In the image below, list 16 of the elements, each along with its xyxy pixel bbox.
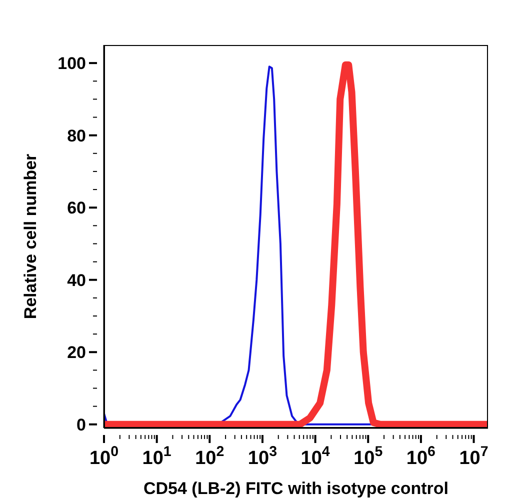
x-tick-label: 10$^{2}$ xyxy=(195,444,224,469)
y-tick-label: 80 xyxy=(67,126,86,146)
y-tick-label: 40 xyxy=(67,270,86,290)
y-tick-label: 0 xyxy=(76,415,86,434)
y-tick-label: 100 xyxy=(58,54,86,74)
y-tick-label: 20 xyxy=(67,343,86,362)
x-tick-label: 10$^{0}$ xyxy=(89,444,119,469)
x-tick-label: 10$^{7}$ xyxy=(459,444,488,469)
y-tick-label: 60 xyxy=(67,198,86,218)
y-axis-title: Relative cell number xyxy=(21,153,40,320)
x-tick-label: 10$^{5}$ xyxy=(354,444,383,469)
x-tick-label: 10$^{4}$ xyxy=(300,444,330,469)
x-tick-label: 10$^{6}$ xyxy=(406,444,436,469)
x-tick-label: 10$^{1}$ xyxy=(142,444,172,469)
x-axis-title: CD54 (LB-2) FITC with isotype control xyxy=(143,479,449,498)
x-tick-label: 10$^{3}$ xyxy=(248,444,278,469)
